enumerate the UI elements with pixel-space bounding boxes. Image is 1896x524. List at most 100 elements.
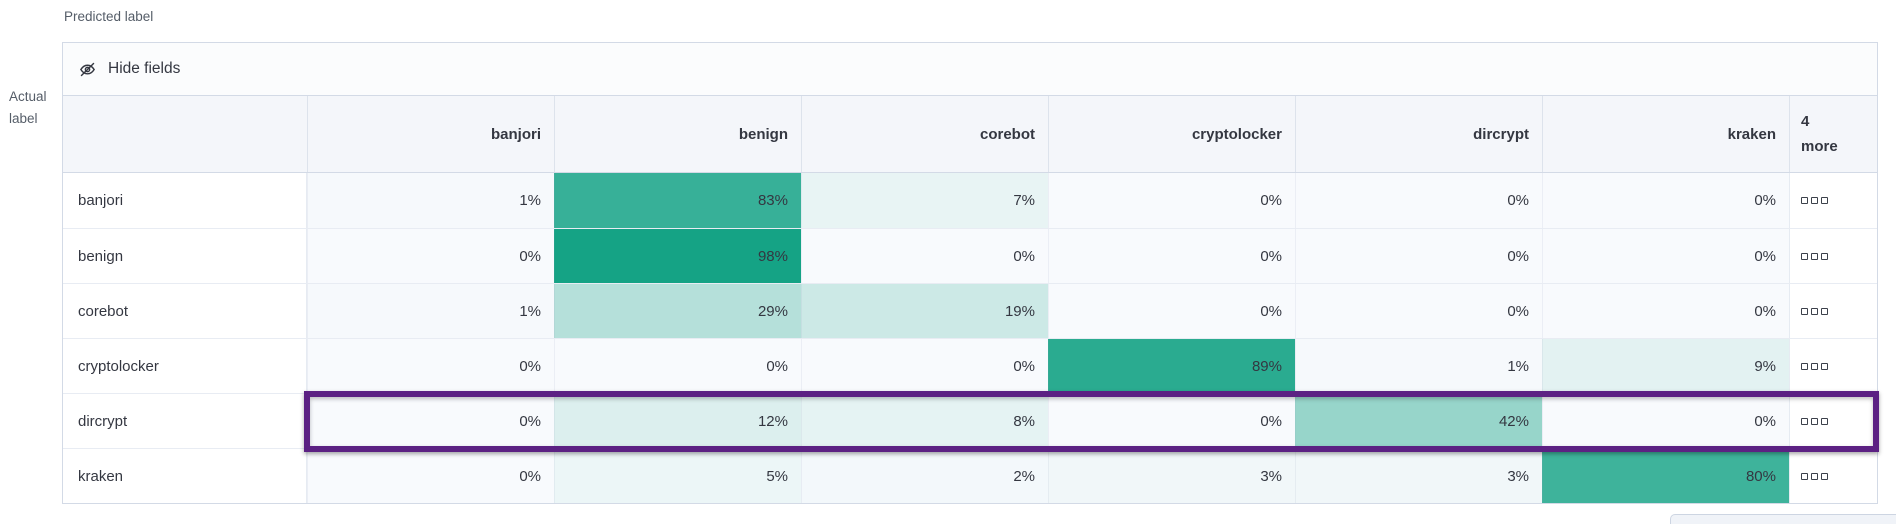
row-label-benign[interactable]: benign <box>63 229 307 283</box>
matrix-cell[interactable]: 9% <box>1542 339 1789 393</box>
box-square <box>1801 417 1808 425</box>
matrix-cell[interactable]: 5% <box>554 449 801 503</box>
row-label-corebot[interactable]: corebot <box>63 284 307 338</box>
column-header-dircrypt[interactable]: dircrypt <box>1295 96 1542 172</box>
confusion-matrix-grid: Hide fields banjori benign corebot cryptolo… <box>62 42 1879 504</box>
matrix-cell[interactable]: 0% <box>307 449 554 503</box>
box-square <box>1801 307 1808 315</box>
column-header-banjori[interactable]: banjori <box>307 96 554 172</box>
row-label-kraken[interactable]: kraken <box>63 449 307 503</box>
row-actions-button[interactable] <box>1789 284 1877 338</box>
boxes-horizontal-icon <box>1801 252 1828 260</box>
matrix-cell[interactable]: 0% <box>1542 229 1789 283</box>
matrix-cell[interactable]: 0% <box>1048 284 1295 338</box>
matrix-cell[interactable]: 2% <box>801 449 1048 503</box>
matrix-cell[interactable]: 7% <box>801 173 1048 228</box>
predicted-axis-label: Predicted label <box>64 9 154 24</box>
row-actions-button[interactable] <box>1789 173 1877 228</box>
matrix-cell[interactable]: 19% <box>801 284 1048 338</box>
matrix-cell[interactable]: 0% <box>1542 394 1789 448</box>
boxes-horizontal-icon <box>1801 417 1828 425</box>
table-row-kraken: kraken 0% 5% 2% 3% 3% 80% <box>63 448 1877 503</box>
column-header-cryptolocker[interactable]: cryptolocker <box>1048 96 1295 172</box>
matrix-cell[interactable]: 3% <box>1048 449 1295 503</box>
matrix-cell[interactable]: 12% <box>554 394 801 448</box>
hide-fields-button[interactable]: Hide fields <box>78 60 180 79</box>
boxes-horizontal-icon <box>1801 472 1828 480</box>
box-square <box>1821 362 1828 370</box>
box-square <box>1821 252 1828 260</box>
boxes-horizontal-icon <box>1801 197 1828 204</box>
matrix-cell[interactable]: 0% <box>554 339 801 393</box>
matrix-cell[interactable]: 0% <box>1542 173 1789 228</box>
table-row-benign: benign 0% 98% 0% 0% 0% 0% <box>63 228 1877 283</box>
hide-fields-label: Hide fields <box>108 60 181 77</box>
row-actions-button[interactable] <box>1789 339 1877 393</box>
table-row-cryptolocker: cryptolocker 0% 0% 0% 89% 1% 9% <box>63 338 1877 393</box>
box-square <box>1801 197 1808 204</box>
box-square <box>1801 472 1808 480</box>
bottom-right-widget-cutoff[interactable] <box>1670 514 1896 524</box>
row-label-dircrypt[interactable]: dircrypt <box>63 394 307 448</box>
box-square <box>1821 307 1828 315</box>
matrix-cell[interactable]: 0% <box>307 339 554 393</box>
box-square <box>1811 362 1818 370</box>
box-square <box>1821 417 1828 425</box>
row-label-banjori[interactable]: banjori <box>63 173 307 228</box>
box-square <box>1821 472 1828 480</box>
row-actions-button[interactable] <box>1789 449 1877 503</box>
matrix-cell[interactable]: 0% <box>1542 284 1789 338</box>
matrix-cell[interactable]: 98% <box>554 229 801 283</box>
matrix-cell[interactable]: 83% <box>554 173 801 228</box>
matrix-cell[interactable]: 0% <box>1048 173 1295 228</box>
column-header-kraken[interactable]: kraken <box>1542 96 1789 172</box>
matrix-cell[interactable]: 1% <box>1295 339 1542 393</box>
box-square <box>1801 252 1808 260</box>
boxes-horizontal-icon <box>1801 307 1828 315</box>
boxes-horizontal-icon <box>1801 362 1828 370</box>
matrix-cell[interactable]: 0% <box>1295 284 1542 338</box>
matrix-cell[interactable]: 42% <box>1295 394 1542 448</box>
table-row-corebot: corebot 1% 29% 19% 0% 0% 0% <box>63 283 1877 338</box>
box-square <box>1811 252 1818 260</box>
column-header-more[interactable]: 4 more <box>1789 96 1877 172</box>
table-row-dircrypt: dircrypt 0% 12% 8% 0% 42% 0% <box>63 393 1877 448</box>
row-actions-button[interactable] <box>1789 394 1877 448</box>
matrix-cell[interactable]: 0% <box>1295 173 1542 228</box>
matrix-cell[interactable]: 0% <box>801 339 1048 393</box>
matrix-cell[interactable]: 0% <box>307 394 554 448</box>
grid-toolbar: Hide fields <box>63 43 1877 96</box>
actual-axis-label-line1: Actual <box>9 89 47 104</box>
box-square <box>1811 197 1818 204</box>
matrix-cell[interactable]: 0% <box>307 229 554 283</box>
matrix-cell[interactable]: 1% <box>307 173 554 228</box>
box-square <box>1811 472 1818 480</box>
row-label-cryptolocker[interactable]: cryptolocker <box>63 339 307 393</box>
matrix-cell[interactable]: 80% <box>1542 449 1789 503</box>
more-header-line: 4 <box>1801 113 1810 130</box>
grid-header-row: banjori benign corebot cryptolocker dircrypt… <box>63 96 1877 173</box>
matrix-cell[interactable]: 1% <box>307 284 554 338</box>
box-square <box>1821 197 1828 204</box>
more-header-line: more <box>1801 138 1838 155</box>
matrix-cell[interactable]: 3% <box>1295 449 1542 503</box>
row-actions-button[interactable] <box>1789 229 1877 283</box>
box-square <box>1811 417 1818 425</box>
box-square <box>1801 362 1808 370</box>
matrix-cell[interactable]: 8% <box>801 394 1048 448</box>
header-corner-cell <box>63 96 307 172</box>
actual-axis-label: Actual label <box>9 86 47 130</box>
matrix-cell[interactable]: 0% <box>1048 394 1295 448</box>
column-header-corebot[interactable]: corebot <box>801 96 1048 172</box>
column-header-benign[interactable]: benign <box>554 96 801 172</box>
matrix-cell[interactable]: 0% <box>1295 229 1542 283</box>
box-square <box>1811 307 1818 315</box>
matrix-cell[interactable]: 29% <box>554 284 801 338</box>
grid-body: banjori 1% 83% 7% 0% 0% 0% benign 0% 98% 0% 0% 0% 0% c… <box>63 173 1877 503</box>
eye-closed-icon <box>78 60 97 79</box>
matrix-cell[interactable]: 0% <box>801 229 1048 283</box>
matrix-cell[interactable]: 89% <box>1048 339 1295 393</box>
table-row-banjori: banjori 1% 83% 7% 0% 0% 0% <box>63 173 1877 228</box>
matrix-cell[interactable]: 0% <box>1048 229 1295 283</box>
